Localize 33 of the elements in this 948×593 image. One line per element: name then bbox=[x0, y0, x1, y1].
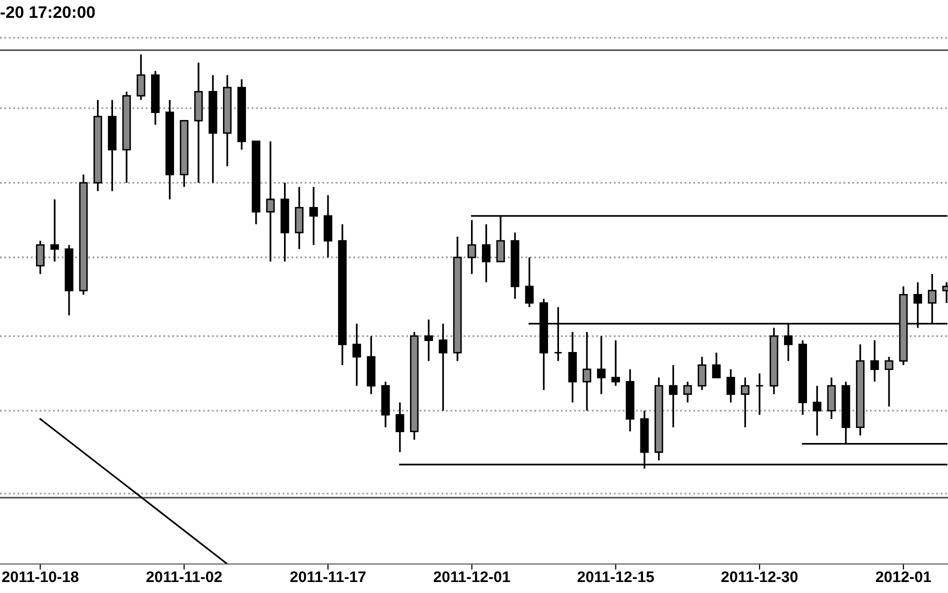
candlestick bbox=[266, 140, 275, 262]
candlestick bbox=[740, 376, 750, 428]
candlestick bbox=[36, 240, 45, 275]
candlestick bbox=[698, 356, 706, 391]
candlestick bbox=[683, 380, 692, 404]
chart-title: -20 17:20:00 bbox=[0, 6, 95, 18]
candlestick bbox=[136, 54, 146, 101]
x-tick-label: 2011-12-15 bbox=[578, 571, 654, 582]
candlestick bbox=[884, 356, 894, 408]
candlestick bbox=[396, 402, 404, 453]
candlestick bbox=[755, 372, 764, 416]
candlestick bbox=[50, 198, 59, 262]
candlestick bbox=[482, 223, 491, 284]
candlestick bbox=[597, 335, 606, 395]
candlestick bbox=[309, 186, 318, 246]
candlestick bbox=[424, 318, 433, 362]
candlestick bbox=[611, 339, 620, 387]
candlestick bbox=[668, 364, 678, 428]
candlestick bbox=[726, 368, 736, 404]
x-tick-label: 2011-10-18 bbox=[2, 571, 78, 582]
candlestick bbox=[712, 352, 721, 378]
x-tick-label: 2011-12-01 bbox=[434, 571, 510, 582]
x-tick-label: 2011-12-30 bbox=[721, 571, 798, 582]
candlestick bbox=[525, 256, 534, 308]
x-tick-label: 2011-11-17 bbox=[290, 571, 366, 582]
x-tick-label: 2012-01 bbox=[876, 571, 932, 582]
x-tick-label: 2011-11-02 bbox=[146, 571, 222, 582]
candlestick bbox=[812, 385, 822, 436]
candlestick bbox=[582, 331, 592, 412]
candlestick bbox=[352, 322, 362, 387]
candlestick bbox=[438, 322, 448, 412]
candlestick bbox=[870, 339, 879, 383]
candlestick bbox=[468, 219, 476, 275]
